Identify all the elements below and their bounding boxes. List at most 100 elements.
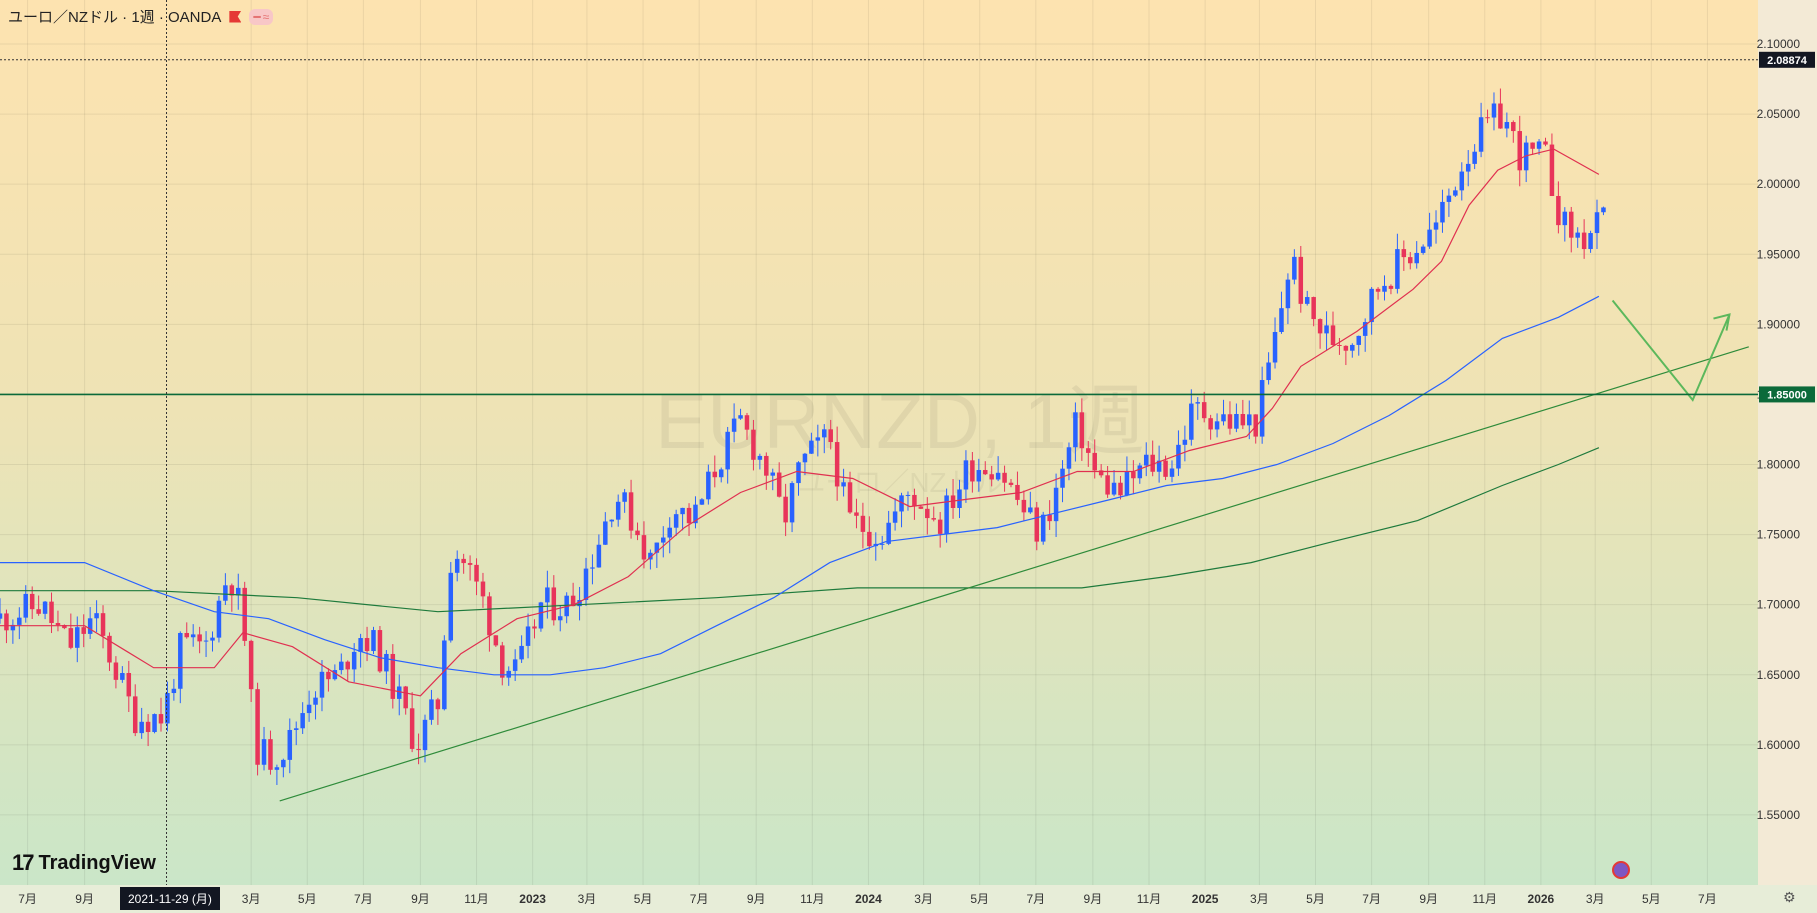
- candle-body: [628, 492, 634, 531]
- candle-body: [950, 495, 956, 508]
- time-tick-label: 9月: [75, 892, 94, 906]
- candle-body: [1208, 418, 1213, 430]
- candle-body: [1472, 151, 1477, 164]
- candle-body: [1601, 207, 1606, 213]
- candle-body: [371, 630, 376, 652]
- candle-body: [1086, 448, 1091, 453]
- candle-body: [796, 462, 801, 484]
- candle-body: [654, 542, 660, 553]
- candle-body: [918, 506, 924, 509]
- watermark-name: ユーロ／NZドル: [797, 467, 1002, 498]
- time-tick-label: 5月: [634, 892, 653, 906]
- candle-body: [319, 671, 325, 698]
- candle-body: [1420, 246, 1426, 253]
- candle-body: [500, 645, 505, 678]
- candle-body: [1317, 319, 1323, 334]
- candle-body: [152, 714, 157, 733]
- candle-body: [538, 602, 544, 629]
- candle-body: [1259, 380, 1265, 437]
- candle-body: [1092, 452, 1097, 471]
- candle-body: [448, 572, 454, 641]
- candle-body: [87, 618, 93, 634]
- price-tick-label: 1.70000: [1757, 598, 1801, 612]
- time-tick-label: 11月: [1473, 892, 1497, 906]
- candle-body: [1253, 414, 1258, 437]
- candle-body: [1040, 514, 1046, 542]
- candle-body: [351, 651, 357, 670]
- candle-body: [789, 483, 795, 523]
- symbol-header[interactable]: ユーロ／NZドル · 1週 · OANDA ━ ≈: [8, 6, 274, 27]
- candle-body: [1272, 331, 1278, 363]
- candle-body: [1292, 256, 1297, 280]
- candle-body: [248, 640, 254, 690]
- candle-body: [1530, 142, 1535, 149]
- candle-body: [126, 672, 132, 697]
- price-tick-label: 1.65000: [1757, 668, 1801, 682]
- price-tick-label: 1.80000: [1757, 458, 1801, 472]
- candle-body: [982, 470, 988, 475]
- candle-body: [1350, 344, 1355, 351]
- tradingview-logo[interactable]: 17 TradingView: [12, 850, 156, 876]
- time-tick-label: 7月: [18, 892, 37, 906]
- candle-body: [474, 564, 479, 582]
- candle-body: [718, 469, 724, 478]
- candle-body: [1556, 195, 1561, 226]
- candle-body: [1395, 249, 1400, 289]
- time-tick-label: 2025: [1192, 892, 1219, 906]
- time-tick-label: 3月: [578, 892, 597, 906]
- candle-body: [976, 470, 982, 482]
- candle-body: [995, 472, 1001, 480]
- wave-icon[interactable]: ≈: [262, 9, 270, 24]
- candle-body: [596, 544, 602, 568]
- candle-body: [828, 429, 833, 443]
- candle-body: [62, 625, 67, 629]
- candle-body: [751, 429, 756, 460]
- candle-body: [178, 632, 183, 689]
- gear-icon[interactable]: ⚙: [1783, 889, 1796, 905]
- candle-body: [326, 671, 331, 680]
- candle-body: [1118, 482, 1123, 496]
- candle-body: [68, 628, 74, 648]
- candle-body: [36, 609, 41, 614]
- candle-body: [1324, 325, 1329, 334]
- candle-body: [332, 670, 338, 680]
- candle-body: [693, 504, 698, 524]
- candle-body: [390, 653, 396, 699]
- candle-body: [396, 686, 402, 699]
- symbol-title[interactable]: ユーロ／NZドル · 1週 · OANDA: [8, 9, 222, 26]
- candle-body: [442, 640, 447, 710]
- candle-body: [75, 627, 80, 648]
- time-tick-label: 2026: [1528, 892, 1555, 906]
- ma-slow-line: [0, 447, 1600, 613]
- candle-body: [1066, 447, 1072, 469]
- candle-body: [1427, 229, 1432, 247]
- time-axis[interactable]: 7月 9月 3月 5月 7月 9月 11月 2023 3月 5月 7月 9月 11月 2024 3月 5月 7月…: [18, 892, 1716, 906]
- candle-body: [345, 661, 350, 670]
- candle-body: [764, 455, 769, 476]
- candle-body: [1195, 402, 1201, 404]
- time-tick-label: 9月: [1419, 892, 1438, 906]
- time-tick-label: 7月: [1027, 892, 1046, 906]
- candle-body: [1453, 190, 1458, 196]
- candle-body: [1266, 362, 1271, 381]
- candle-body: [487, 596, 492, 636]
- candle-body: [300, 713, 305, 729]
- indicator-pill[interactable]: ━ ≈: [249, 8, 274, 25]
- candle-body: [641, 535, 647, 560]
- minus-icon[interactable]: ━: [253, 9, 261, 24]
- trend-line: [279, 346, 1749, 802]
- candle-body: [686, 507, 692, 524]
- price-tick-label: 2.10000: [1757, 37, 1801, 51]
- candle-body: [1511, 122, 1516, 132]
- candle-body: [744, 415, 750, 430]
- price-axis[interactable]: 2.10000 2.05000 2.00000 1.95000 1.90000 1.850…: [1757, 37, 1815, 822]
- candle-body: [454, 558, 460, 573]
- candle-body: [1034, 507, 1040, 542]
- candle-body: [255, 689, 260, 765]
- flag-icon[interactable]: [229, 10, 242, 23]
- price-tick-label: 1.55000: [1757, 808, 1801, 822]
- candle-body: [1369, 288, 1374, 323]
- candle-body: [1311, 297, 1316, 320]
- candle-body: [339, 661, 344, 671]
